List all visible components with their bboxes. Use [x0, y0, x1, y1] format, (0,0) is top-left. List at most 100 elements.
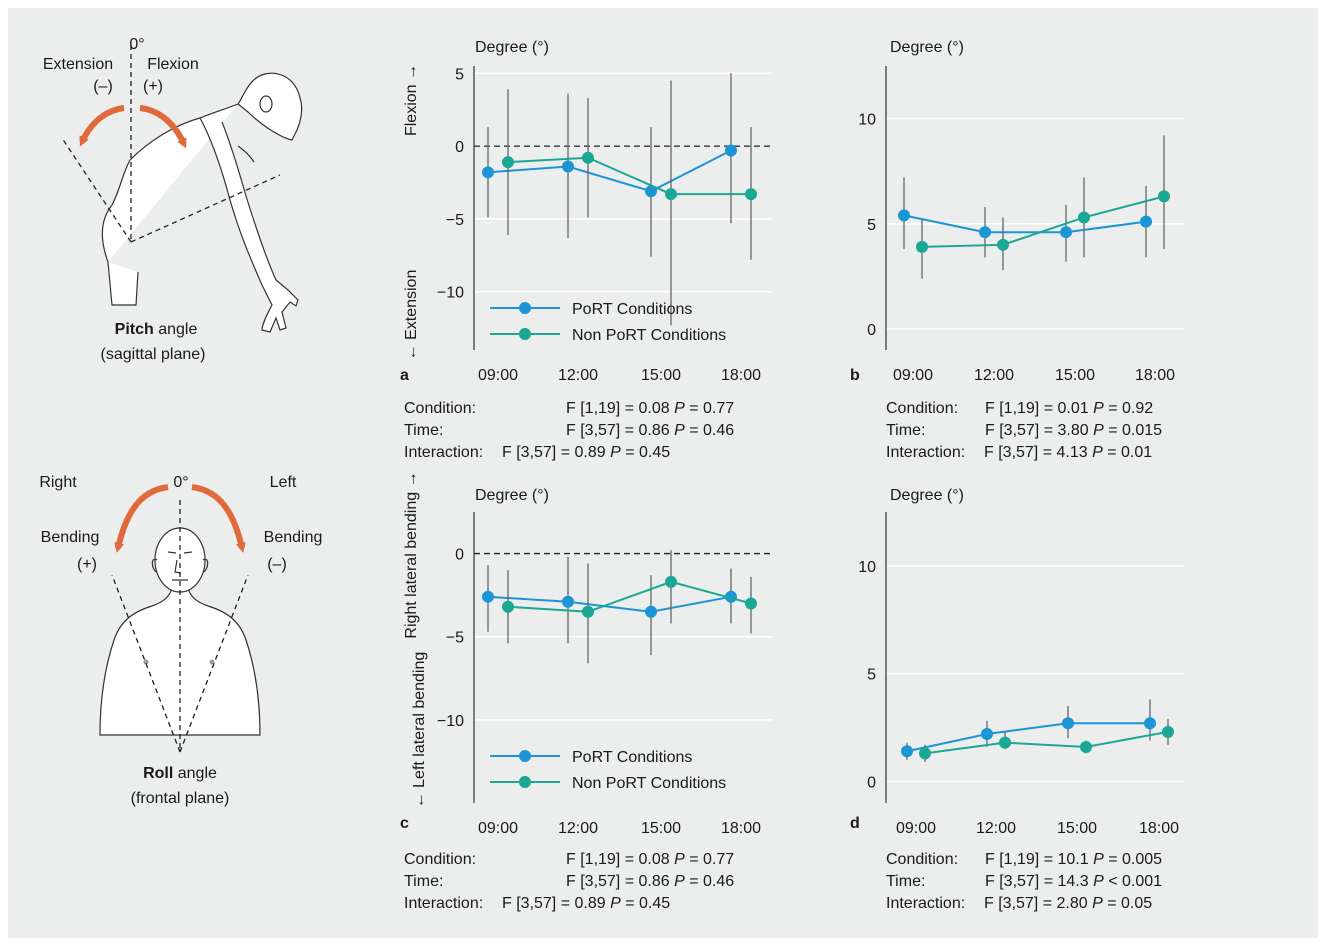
data-point	[725, 144, 737, 157]
legend-marker	[519, 776, 531, 788]
legend-marker	[519, 750, 531, 762]
data-point	[645, 185, 657, 198]
y-tick-label: 5	[455, 66, 464, 83]
stat-p-value: = 0.005	[1104, 851, 1162, 868]
stat-label: Interaction:	[404, 895, 483, 912]
pitch-extension-arrow	[79, 105, 125, 147]
stat-value: F [3,57] = 0.89 P = 0.45	[502, 895, 670, 912]
y-tick-label: −5	[446, 630, 464, 647]
data-point	[919, 747, 931, 760]
data-point	[482, 590, 494, 603]
series-line	[507, 156, 751, 196]
stat-p-symbol: P	[1093, 422, 1104, 439]
stat-label: Condition:	[886, 851, 958, 868]
stat-value: F [3,57] = 4.13 P = 0.01	[984, 444, 1152, 461]
y-side-label-bottom: ← Extension	[403, 270, 420, 361]
stat-f: F [3,57] = 0.86	[566, 422, 674, 439]
x-tick-label: 12:00	[976, 820, 1016, 837]
stat-label: Time:	[404, 422, 443, 439]
data-point	[645, 605, 657, 618]
roll-left-sign: (–)	[267, 556, 287, 573]
x-tick-label: 09:00	[893, 367, 933, 384]
charts-layer: 5 0 −5 −10 Degree (°) Flexion → ← Extension 09:…	[400, 39, 1184, 912]
roll-caption-bold: Roll	[143, 765, 173, 782]
stat-value: F [3,57] = 0.86 P = 0.46	[566, 873, 734, 890]
y-tick-label: 0	[867, 322, 876, 339]
y-axis-title: Degree (°)	[475, 487, 549, 504]
stat-label: Condition:	[886, 400, 958, 417]
roll-left-label-2: Bending	[264, 529, 323, 546]
stat-p-value: = 0.92	[1104, 400, 1153, 417]
data-point	[1140, 215, 1152, 228]
stat-label: Condition:	[404, 851, 476, 868]
data-point	[898, 209, 910, 222]
x-tick-label: 12:00	[974, 367, 1014, 384]
stat-value: F [3,57] = 0.89 P = 0.45	[502, 444, 670, 461]
roll-right-line	[111, 574, 181, 753]
pitch-extension-sign: (–)	[93, 78, 113, 95]
data-point	[1162, 725, 1174, 738]
y-tick-label: 0	[455, 547, 464, 564]
pitch-flexion-arrow	[139, 105, 187, 149]
legend-label: PoRT Conditions	[572, 301, 692, 318]
panel-letter: a	[400, 367, 409, 384]
stat-p-symbol: P	[674, 400, 685, 417]
roll-left-line	[179, 574, 249, 753]
data-point	[745, 597, 757, 610]
roll-body-figure	[99, 527, 261, 736]
pitch-flexion-sign: (+)	[143, 78, 163, 95]
x-tick-label: 15:00	[1057, 820, 1097, 837]
stat-f: F [3,57] = 14.3	[985, 873, 1093, 890]
pitch-caption-line2: (sagittal plane)	[101, 346, 206, 363]
roll-illustration: 0° Right Bending (+) Left Bending (–) Ro…	[39, 474, 322, 807]
pitch-body-figure	[101, 72, 303, 333]
stat-label: Time:	[886, 873, 925, 890]
data-point	[562, 160, 574, 173]
data-point	[1144, 717, 1156, 730]
stat-p-symbol: P	[1092, 444, 1103, 461]
pitch-caption: Pitch angle	[115, 321, 198, 338]
stat-f: F [3,57] = 0.89	[502, 444, 610, 461]
data-point	[981, 728, 993, 741]
y-side-label-top: Flexion →	[403, 64, 420, 136]
data-point	[1078, 211, 1090, 224]
pitch-flexion-label: Flexion	[147, 56, 199, 73]
data-point	[665, 575, 677, 588]
pitch-caption-bold: Pitch	[115, 321, 154, 338]
stat-f: F [3,57] = 2.80	[984, 895, 1092, 912]
series-line	[924, 730, 1169, 755]
series-line	[906, 722, 1150, 753]
pitch-caption-rest: angle	[154, 321, 198, 338]
stat-value: F [1,19] = 10.1 P = 0.005	[985, 851, 1162, 868]
roll-zero-label: 0°	[173, 474, 188, 491]
data-point	[901, 745, 913, 758]
stat-p-value: < 0.001	[1104, 873, 1162, 890]
stat-label: Interaction:	[886, 895, 965, 912]
pitch-flexion-line	[130, 174, 281, 243]
stat-f: F [3,57] = 3.80	[985, 422, 1093, 439]
stat-label: Time:	[404, 873, 443, 890]
stat-value: F [3,57] = 14.3 P < 0.001	[985, 873, 1162, 890]
stat-p-value: = 0.45	[621, 895, 670, 912]
data-point	[582, 605, 594, 618]
x-tick-label: 18:00	[1139, 820, 1179, 837]
stat-f: F [1,19] = 0.01	[985, 400, 1093, 417]
legend-label: Non PoRT Conditions	[572, 775, 726, 792]
stat-f: F [3,57] = 0.86	[566, 873, 674, 890]
stat-p-symbol: P	[1093, 873, 1104, 890]
series-line	[487, 595, 732, 613]
legend-marker	[519, 302, 531, 314]
stat-value: F [1,19] = 0.01 P = 0.92	[985, 400, 1153, 417]
y-tick-label: 10	[858, 559, 876, 576]
data-point	[997, 238, 1009, 251]
x-tick-label: 12:00	[558, 367, 598, 384]
y-axis-title: Degree (°)	[890, 487, 964, 504]
stat-p-value: = 0.46	[685, 873, 734, 890]
stat-f: F [1,19] = 10.1	[985, 851, 1093, 868]
chart-panel-c: 0 −5 −10 Degree (°) Right lateral bending → ←…	[400, 471, 772, 912]
stat-label: Interaction:	[886, 444, 965, 461]
x-tick-label: 09:00	[896, 820, 936, 837]
y-tick-label: 10	[858, 112, 876, 129]
stat-value: F [3,57] = 2.80 P = 0.05	[984, 895, 1152, 912]
